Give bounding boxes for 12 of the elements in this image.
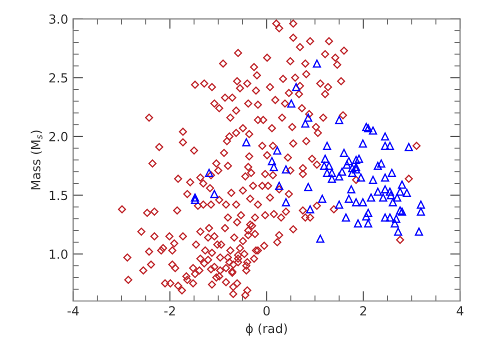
x-axis-title: ϕ (rad) <box>246 324 287 336</box>
x-tick-label: 0 <box>263 306 270 316</box>
x-tick-label: -2 <box>164 306 175 316</box>
x-tick-label: 4 <box>456 306 464 316</box>
y-tick-label: 2.0 <box>49 132 68 142</box>
x-tick-label: 2 <box>360 306 366 316</box>
y-tick-label: 1.5 <box>50 190 68 200</box>
y-tick-label: 1.0 <box>50 249 68 259</box>
x-tick-label: -4 <box>68 306 79 316</box>
y-tick-label: 3.0 <box>49 14 68 24</box>
y-axis-title: Mass (M$_{s}$) <box>30 130 42 190</box>
y-tick-label: 2.5 <box>49 73 68 83</box>
